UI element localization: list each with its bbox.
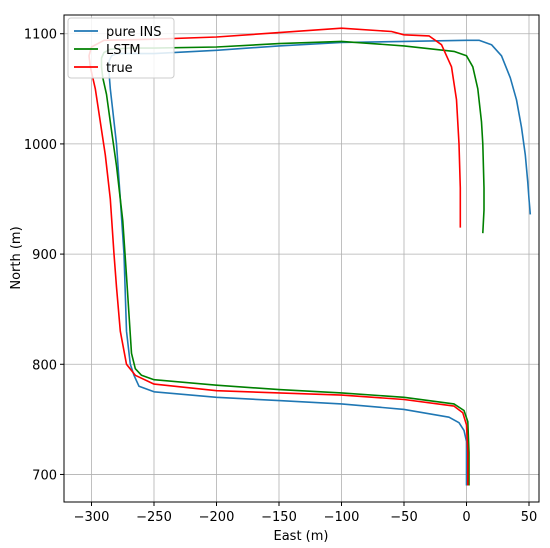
x-tick-labels: −300 −250 −200 −150 −100 −50 0 50	[74, 510, 538, 525]
axis-ticks	[60, 33, 530, 506]
y-axis-label: North (m)	[9, 226, 24, 289]
x-tick-label: −300	[74, 510, 110, 525]
x-tick-label: −250	[136, 510, 172, 525]
legend-label-lstm: LSTM	[106, 43, 141, 58]
x-tick-label: 0	[462, 510, 470, 525]
legend-label-pure-ins: pure INS	[106, 25, 162, 40]
y-tick-label: 900	[32, 248, 57, 263]
plot-frame	[63, 14, 540, 503]
x-axis-label: East (m)	[274, 529, 329, 544]
legend-box	[67, 17, 175, 79]
x-tick-label: −50	[390, 510, 417, 525]
plot-area	[64, 15, 539, 502]
series-line-true	[88, 27, 469, 486]
y-tick-label: 700	[32, 468, 57, 483]
legend: pure INS LSTM true	[67, 17, 175, 79]
grid-lines	[64, 15, 539, 502]
x-tick-label: −100	[324, 510, 360, 525]
x-tick-label: −150	[261, 510, 297, 525]
y-tick-labels: 700 800 900 1000 1100	[24, 28, 57, 484]
x-tick-label: −200	[199, 510, 235, 525]
y-tick-label: 1100	[24, 28, 57, 43]
y-tick-label: 1000	[24, 138, 57, 153]
legend-label-true: true	[106, 61, 133, 76]
y-tick-label: 800	[32, 358, 57, 373]
x-tick-label: 50	[521, 510, 538, 525]
